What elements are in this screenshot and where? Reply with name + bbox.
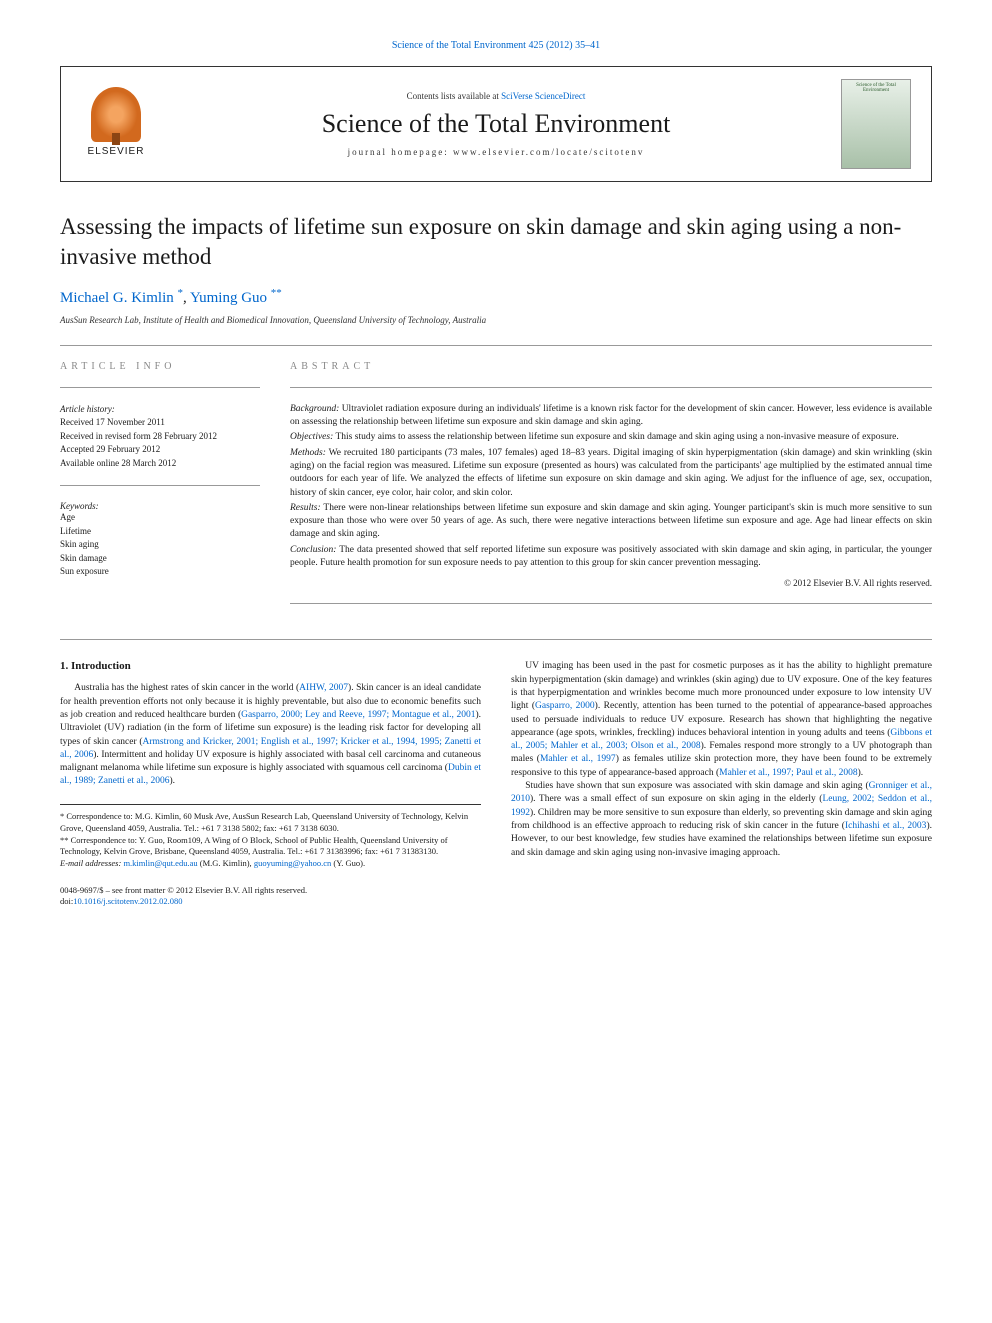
abstract-objectives: This study aims to assess the relationsh… — [335, 432, 898, 442]
keywords-list: Age Lifetime Skin aging Skin damage Sun … — [60, 511, 260, 579]
journal-header: ELSEVIER Contents lists available at Sci… — [60, 66, 932, 182]
affiliation: AusSun Research Lab, Institute of Health… — [60, 315, 932, 325]
abstract-results-label: Results: — [290, 503, 321, 513]
article-title: Assessing the impacts of lifetime sun ex… — [60, 212, 932, 272]
abstract-results: There were non-linear relationships betw… — [290, 503, 932, 540]
elsevier-tree-icon — [91, 87, 141, 142]
publisher-name: ELSEVIER — [88, 146, 145, 157]
footnote-emails: E-mail addresses: m.kimlin@qut.edu.au (M… — [60, 858, 481, 870]
divider — [290, 387, 932, 388]
top-citation: Science of the Total Environment 425 (20… — [60, 40, 932, 51]
history-accepted: Accepted 29 February 2012 — [60, 443, 260, 457]
abstract-methods-label: Methods: — [290, 448, 326, 458]
abstract-copyright: © 2012 Elsevier B.V. All rights reserved… — [290, 578, 932, 588]
body-right-column: UV imaging has been used in the past for… — [511, 660, 932, 907]
divider — [60, 387, 260, 388]
article-info-label: ARTICLE INFO — [60, 361, 260, 372]
divider — [60, 345, 932, 346]
history-online: Available online 28 March 2012 — [60, 457, 260, 471]
history-label: Article history: — [60, 403, 260, 417]
divider — [60, 639, 932, 640]
publisher-logo: ELSEVIER — [81, 87, 151, 162]
footnotes: * Correspondence to: M.G. Kimlin, 60 Mus… — [60, 804, 481, 870]
intro-heading: 1. Introduction — [60, 660, 481, 672]
issn-line: 0048-9697/$ – see front matter © 2012 El… — [60, 885, 481, 907]
body-left-column: 1. Introduction Australia has the highes… — [60, 660, 481, 907]
footnote-1: * Correspondence to: M.G. Kimlin, 60 Mus… — [60, 811, 481, 835]
author-link-1[interactable]: Michael G. Kimlin — [60, 290, 174, 306]
abstract-objectives-label: Objectives: — [290, 432, 333, 442]
abstract-text: Background: Ultraviolet radiation exposu… — [290, 403, 932, 571]
history-revised: Received in revised form 28 February 201… — [60, 430, 260, 444]
author-marker-2[interactable]: ** — [271, 287, 282, 299]
journal-homepage: journal homepage: www.elsevier.com/locat… — [151, 147, 841, 157]
journal-cover-thumbnail: Science of the Total Environment — [841, 79, 911, 169]
abstract-methods: We recruited 180 participants (73 males,… — [290, 448, 932, 498]
abstract-background-label: Background: — [290, 404, 339, 414]
journal-name: Science of the Total Environment — [151, 109, 841, 139]
sciencedirect-link[interactable]: SciVerse ScienceDirect — [501, 91, 585, 101]
email-link-1[interactable]: m.kimlin@qut.edu.au — [123, 858, 197, 868]
contents-available-line: Contents lists available at SciVerse Sci… — [151, 91, 841, 101]
divider — [290, 603, 932, 604]
article-info-column: ARTICLE INFO Article history: Received 1… — [60, 361, 260, 620]
intro-text: Australia has the highest rates of skin … — [60, 682, 481, 788]
keyword: Skin aging — [60, 538, 260, 552]
citation-link[interactable]: Mahler et al., 1997; Paul et al., 2008 — [719, 768, 858, 778]
history-received: Received 17 November 2011 — [60, 416, 260, 430]
abstract-conclusion: The data presented showed that self repo… — [290, 545, 932, 568]
body-right-text: UV imaging has been used in the past for… — [511, 660, 932, 859]
abstract-column: ABSTRACT Background: Ultraviolet radiati… — [290, 361, 932, 620]
keyword: Sun exposure — [60, 565, 260, 579]
footnote-2: ** Correspondence to: Y. Guo, Room109, A… — [60, 835, 481, 859]
top-citation-link[interactable]: Science of the Total Environment 425 (20… — [392, 40, 600, 51]
abstract-background: Ultraviolet radiation exposure during an… — [290, 404, 932, 427]
citation-link[interactable]: AIHW, 2007 — [299, 683, 348, 693]
citation-link[interactable]: Mahler et al., 1997 — [540, 754, 616, 764]
citation-link[interactable]: Ichihashi et al., 2003 — [845, 821, 927, 831]
keywords-label: Keywords: — [60, 501, 260, 511]
keyword: Lifetime — [60, 525, 260, 539]
keyword: Age — [60, 511, 260, 525]
citation-link[interactable]: Gasparro, 2000 — [535, 701, 595, 711]
abstract-label: ABSTRACT — [290, 361, 932, 372]
article-history: Article history: Received 17 November 20… — [60, 403, 260, 471]
divider — [60, 485, 260, 486]
doi-link[interactable]: 10.1016/j.scitotenv.2012.02.080 — [73, 896, 182, 906]
email-link-2[interactable]: guoyuming@yahoo.cn — [254, 858, 331, 868]
author-marker-1[interactable]: * — [177, 287, 183, 299]
author-link-2[interactable]: Yuming Guo — [190, 290, 267, 306]
keyword: Skin damage — [60, 552, 260, 566]
citation-link[interactable]: Gasparro, 2000; Ley and Reeve, 1997; Mon… — [241, 710, 475, 720]
abstract-conclusion-label: Conclusion: — [290, 545, 336, 555]
authors-line: Michael G. Kimlin *, Yuming Guo ** — [60, 287, 932, 307]
